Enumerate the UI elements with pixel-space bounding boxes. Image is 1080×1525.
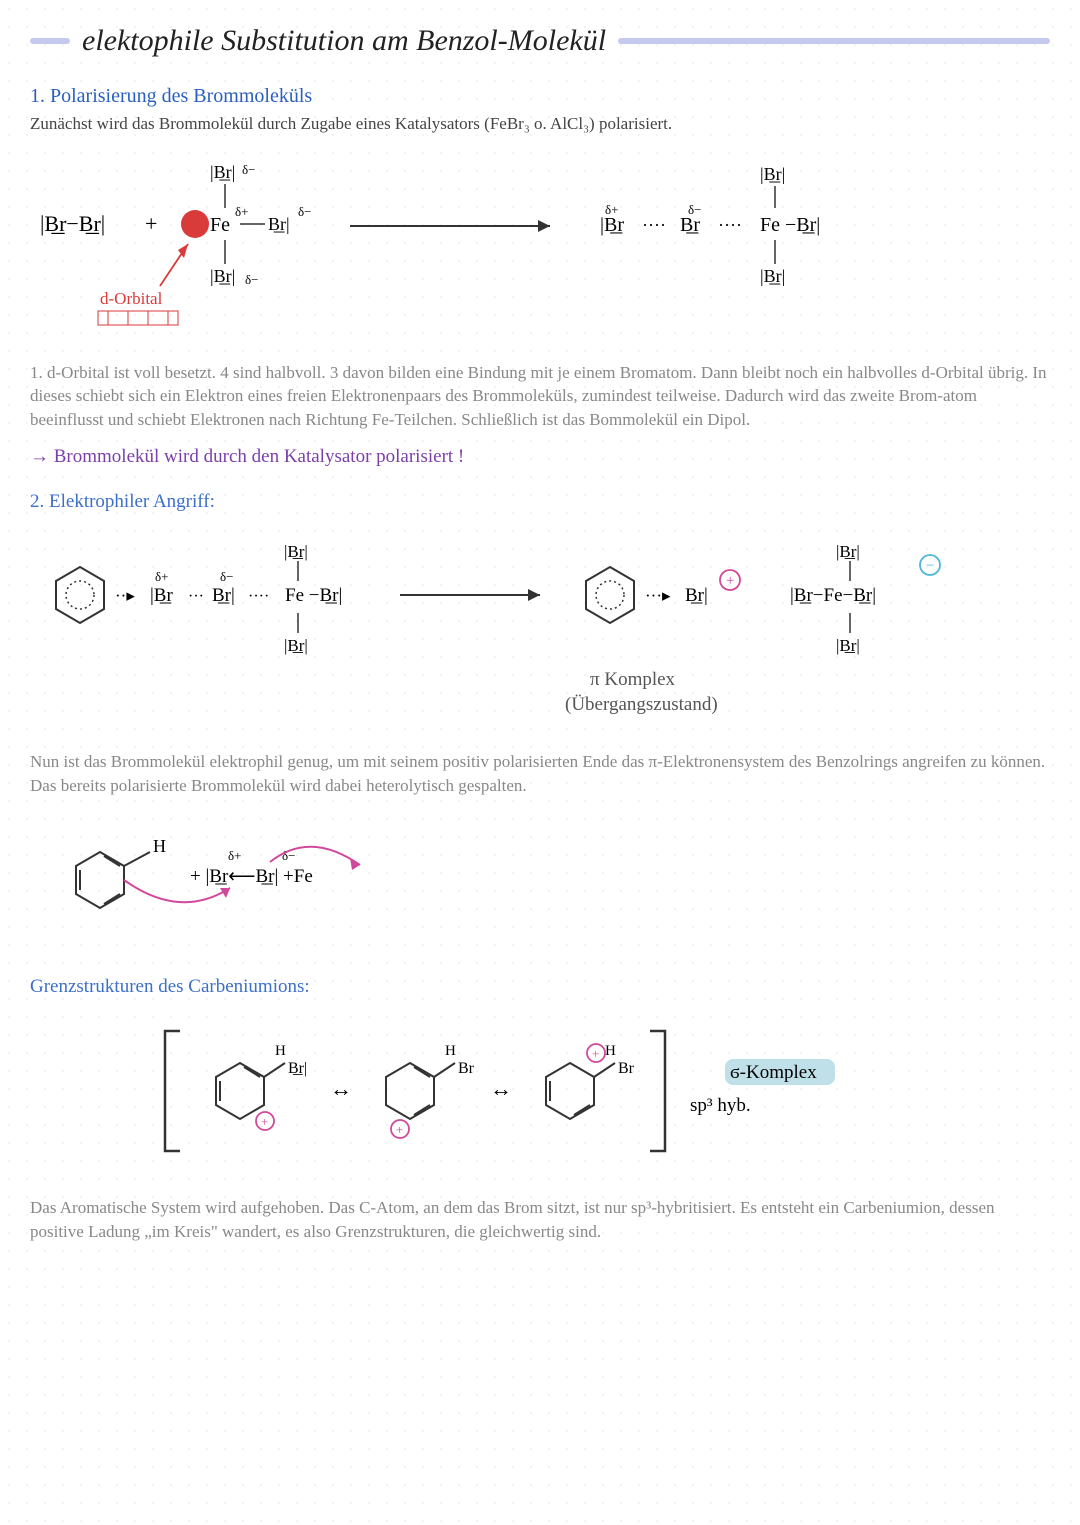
diagram-polarisation: |B͟r−B͟r| + Fe |B͟r| δ− B͟r| δ− δ+ |B͟r|… [30, 146, 1050, 343]
svg-text:B͟r|: B͟r| [268, 214, 290, 234]
svg-text:δ−: δ− [688, 202, 701, 217]
svg-text:|B͟r|: |B͟r| [760, 266, 785, 286]
svg-text:δ−: δ− [245, 272, 258, 287]
svg-text:(Übergangszustand): (Übergangszustand) [565, 694, 718, 715]
svg-text:|B͟r|: |B͟r| [760, 164, 785, 184]
svg-text:|B͟r|: |B͟r| [210, 266, 235, 286]
svg-text:B͟r|: B͟r| [212, 585, 235, 606]
svg-text:|B͟r|: |B͟r| [836, 636, 860, 655]
title-line-right [618, 38, 1050, 44]
svg-text:−: − [926, 558, 934, 574]
svg-text:····: ···· [248, 588, 269, 605]
svg-text:δ−: δ− [298, 204, 311, 219]
svg-text:+: + [396, 1122, 403, 1137]
svg-text:+: + [145, 211, 157, 236]
svg-text:δ−: δ− [220, 569, 233, 584]
grenz-heading: Grenzstrukturen des Carbeniumions: [30, 974, 1050, 1001]
svg-text:|B͟r|: |B͟r| [210, 162, 235, 182]
svg-text:+ |B͟r⟵B͟r| +Fe: + |B͟r⟵B͟r| +Fe [190, 866, 313, 887]
diagram-electrophilic-attack: ··▸ |B͟r δ+ ··· B͟r| δ− ···· Fe −B͟r| |B… [30, 525, 1050, 732]
svg-text:+: + [592, 1046, 599, 1061]
svg-text:δ+: δ+ [605, 202, 618, 217]
svg-text:|B͟r|: |B͟r| [284, 636, 308, 655]
svg-text:δ+: δ+ [228, 848, 241, 863]
svg-text:|B͟r: |B͟r [600, 214, 624, 236]
svg-text:+: + [726, 573, 734, 589]
svg-heterolytic: H + |B͟r⟵B͟r| +Fe δ+ δ− [30, 810, 630, 950]
section1-intro: Zunächst wird das Brommolekül durch Zuga… [30, 112, 1050, 136]
title-line-left [30, 38, 70, 44]
svg-text:δ−: δ− [242, 162, 255, 177]
svg-text:Br: Br [458, 1060, 475, 1077]
svg-text:····: ···· [642, 215, 666, 235]
svg-text:ϭ-Komplex: ϭ-Komplex [730, 1062, 817, 1083]
page-title: elektophile Substitution am Benzol-Molek… [82, 20, 606, 62]
section1-heading: 1. Polarisierung des Brommoleküls [30, 82, 1050, 110]
svg-text:H: H [605, 1043, 616, 1059]
svg-text:|B͟r−B͟r|: |B͟r−B͟r| [40, 211, 105, 236]
svg-text:··▸: ··▸ [115, 586, 135, 605]
svg-text:···▸: ···▸ [645, 586, 671, 605]
svg-text:+: + [261, 1114, 268, 1129]
svg-text:|B͟r|: |B͟r| [284, 542, 308, 561]
section2-heading: 2. Elektrophiler Angriff: [30, 489, 1050, 516]
svg-text:↔: ↔ [490, 1076, 512, 1101]
svg-text:sp³ hyb.: sp³ hyb. [690, 1095, 751, 1116]
diagram-resonance: H B͟r| + ↔ H Br + ↔ H Br + ϭ-Komplex sp³… [30, 1011, 1050, 1178]
svg-text:Fe −B͟r|: Fe −B͟r| [760, 214, 820, 236]
svg-text:Br: Br [618, 1060, 635, 1077]
svg-text:Fe: Fe [210, 214, 230, 236]
svg-text:···: ··· [188, 588, 204, 605]
title-row: elektophile Substitution am Benzol-Molek… [30, 20, 1050, 62]
section1-conclusion: → Brommolekül wird durch den Katalysator… [30, 444, 1050, 471]
svg-text:B͟r|: B͟r| [288, 1060, 307, 1077]
d-orbital-label: d-Orbital [100, 289, 163, 308]
svg-text:Fe −B͟r|: Fe −B͟r| [285, 585, 342, 606]
svg-polarisation: |B͟r−B͟r| + Fe |B͟r| δ− B͟r| δ− δ+ |B͟r|… [30, 146, 1030, 336]
final-paragraph: Das Aromatische System wird aufgehoben. … [30, 1196, 1050, 1244]
diagram-heterolytic: H + |B͟r⟵B͟r| +Fe δ+ δ− [30, 810, 1050, 957]
svg-text:H: H [153, 836, 166, 856]
svg-attack: ··▸ |B͟r δ+ ··· B͟r| δ− ···· Fe −B͟r| |B… [30, 525, 1030, 725]
svg-text:δ+: δ+ [155, 569, 168, 584]
svg-resonance: H B͟r| + ↔ H Br + ↔ H Br + ϭ-Komplex sp³… [30, 1011, 1030, 1171]
svg-text:δ+: δ+ [235, 204, 248, 219]
section2-paragraph: Nun ist das Brommolekül elektrophil genu… [30, 750, 1050, 798]
svg-text:↔: ↔ [330, 1076, 352, 1101]
svg-text:|B͟r|: |B͟r| [836, 542, 860, 561]
svg-text:|B͟r−Fe−B͟r|: |B͟r−Fe−B͟r| [790, 585, 876, 606]
svg-text:|B͟r: |B͟r [150, 585, 173, 606]
svg-text:π Komplex: π Komplex [590, 669, 676, 690]
svg-text:B͟r|: B͟r| [685, 585, 708, 606]
svg-text:H: H [275, 1043, 286, 1059]
svg-text:····: ···· [718, 215, 742, 235]
svg-text:B͟r: B͟r [680, 214, 700, 236]
section1-paragraph: 1. d-Orbital ist voll besetzt. 4 sind ha… [30, 361, 1050, 432]
svg-text:H: H [445, 1043, 456, 1059]
